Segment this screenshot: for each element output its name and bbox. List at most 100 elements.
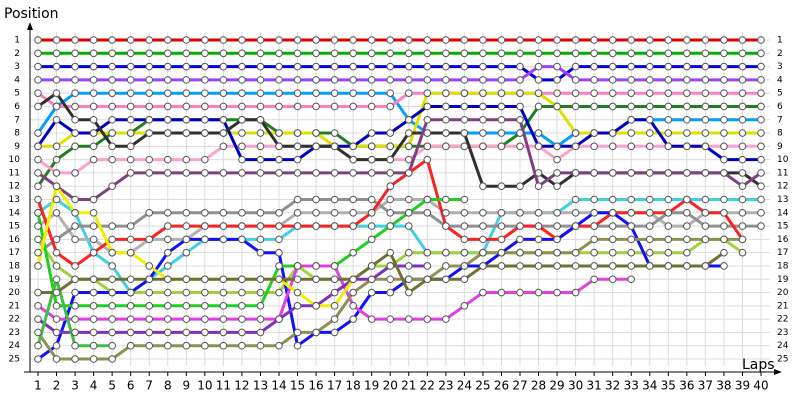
lap-marker	[460, 102, 469, 111]
lap-marker	[163, 62, 172, 71]
lap-marker	[219, 49, 228, 58]
y-tick-label: 16	[9, 235, 21, 245]
lap-marker	[145, 341, 154, 350]
y-tick-label-right: 15	[777, 222, 788, 232]
lap-marker	[720, 76, 728, 84]
lap-marker	[701, 89, 710, 97]
lap-marker	[108, 36, 116, 44]
lap-marker	[442, 275, 450, 284]
lap-marker	[312, 49, 320, 58]
lap-marker	[201, 169, 209, 177]
lap-marker	[126, 169, 135, 177]
lap-marker	[645, 262, 654, 270]
lap-marker	[404, 248, 413, 257]
x-axis-arrow	[774, 369, 782, 375]
lap-marker	[52, 62, 61, 71]
lap-marker	[367, 76, 376, 84]
lap-marker	[108, 275, 116, 284]
lap-marker	[201, 89, 209, 97]
y-tick-label-right: 13	[777, 195, 788, 205]
lap-marker	[571, 129, 580, 137]
lap-marker	[386, 102, 395, 111]
lap-marker	[293, 208, 302, 217]
lap-marker	[163, 262, 172, 270]
y-tick-label-right: 25	[777, 355, 788, 365]
lap-marker	[720, 208, 728, 217]
lap-marker	[163, 129, 172, 137]
lap-marker	[293, 155, 302, 164]
lap-marker	[571, 248, 580, 257]
lap-marker	[256, 222, 265, 230]
lap-marker	[664, 129, 673, 137]
lap-marker	[423, 49, 432, 58]
lap-marker	[312, 275, 320, 284]
lap-marker	[312, 169, 320, 177]
y-axis-title: Position	[4, 6, 59, 22]
lap-marker	[423, 76, 432, 84]
lap-marker	[256, 248, 265, 257]
lap-marker	[627, 222, 636, 230]
lap-marker	[757, 155, 765, 164]
lap-marker	[423, 102, 432, 111]
x-axis-title: Laps	[742, 357, 775, 373]
lap-marker	[664, 142, 673, 151]
lap-marker	[516, 248, 524, 257]
y-tick-label-right: 5	[777, 89, 783, 99]
lap-marker	[330, 288, 339, 297]
lap-marker	[757, 142, 765, 151]
lap-marker	[534, 89, 543, 97]
lap-marker	[608, 102, 617, 111]
lap-marker	[516, 142, 524, 151]
lap-marker	[89, 129, 98, 137]
lap-marker	[497, 115, 506, 124]
lap-marker	[349, 76, 357, 84]
lap-marker	[627, 208, 636, 217]
lap-marker	[108, 129, 116, 137]
lap-marker	[108, 155, 116, 164]
lap-marker	[423, 62, 432, 71]
lap-marker	[145, 235, 154, 244]
lap-marker	[683, 208, 691, 217]
lap-marker	[516, 89, 524, 97]
y-tick-label-right: 10	[777, 155, 789, 165]
lap-marker	[238, 76, 246, 84]
y-tick-label-right: 8	[777, 129, 783, 139]
lap-marker	[738, 182, 747, 191]
lap-marker	[71, 195, 79, 204]
lap-marker	[34, 208, 42, 217]
lap-marker	[182, 328, 191, 337]
lap-marker	[71, 76, 79, 84]
lap-marker	[386, 195, 395, 204]
lap-marker	[367, 129, 376, 137]
lap-marker	[404, 129, 413, 137]
lap-marker	[757, 76, 765, 84]
lap-marker	[163, 288, 172, 297]
lap-marker	[534, 76, 543, 84]
lap-marker	[367, 208, 376, 217]
lap-marker	[442, 222, 450, 230]
lap-marker	[590, 49, 598, 58]
lap-marker	[238, 62, 246, 71]
y-tick-label: 24	[9, 341, 21, 351]
y-axis-arrow	[27, 22, 33, 30]
lap-marker	[34, 262, 42, 270]
lap-marker	[275, 76, 283, 84]
lap-marker	[330, 328, 339, 337]
lap-marker	[126, 115, 135, 124]
lap-marker	[553, 288, 561, 297]
lap-marker	[163, 235, 172, 244]
lap-marker	[590, 129, 598, 137]
lap-marker	[163, 302, 172, 310]
lap-marker	[256, 102, 265, 111]
lap-marker	[238, 129, 246, 137]
lap-marker	[534, 222, 543, 230]
lap-marker	[256, 235, 265, 244]
lap-marker	[738, 169, 747, 177]
lap-marker	[126, 89, 135, 97]
x-tick-label: 6	[127, 379, 135, 393]
lap-marker	[312, 302, 320, 310]
lap-marker	[460, 142, 469, 151]
x-tick-label: 14	[271, 379, 286, 393]
lap-marker	[330, 195, 339, 204]
lap-marker	[367, 169, 376, 177]
